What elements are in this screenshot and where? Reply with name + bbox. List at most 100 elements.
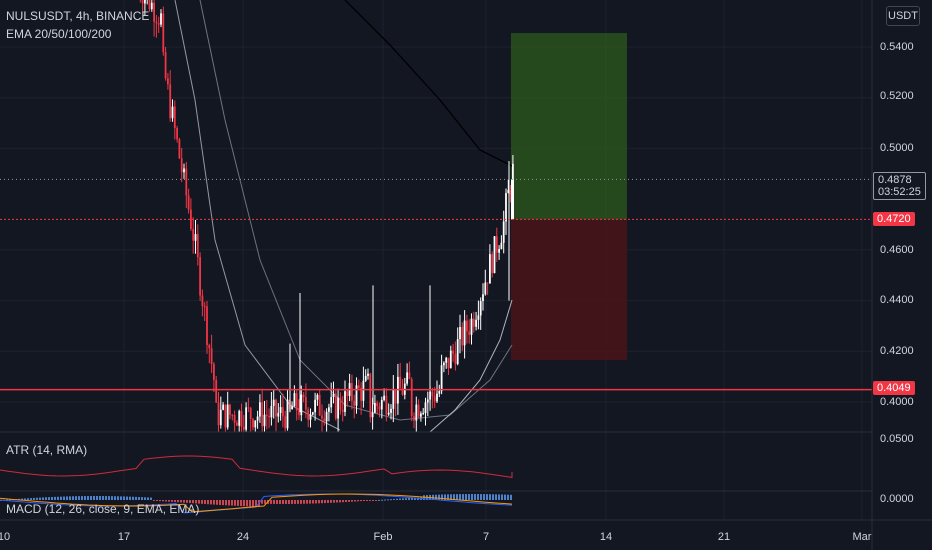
macd-bar (114, 496, 116, 500)
macd-bar (384, 499, 386, 501)
indicator-legend[interactable]: EMA 20/50/100/200 (6, 27, 112, 41)
symbol-title[interactable]: NULSUSDT, 4h, BINANCE (6, 9, 150, 23)
candle-body (491, 254, 494, 274)
candle-body (185, 168, 188, 196)
candle-body (369, 373, 372, 418)
candle-body (360, 387, 362, 401)
candle-body (401, 388, 404, 395)
candle-body (447, 357, 450, 369)
candle-body (415, 404, 418, 421)
candle-body (470, 318, 473, 335)
candle-body (265, 414, 268, 416)
macd-bar (288, 500, 290, 504)
candle-body (259, 402, 261, 417)
macd-bar (132, 496, 134, 500)
macd-bar (414, 497, 416, 500)
macd-bar (366, 500, 368, 501)
candle-body (192, 228, 195, 241)
candle-body (171, 106, 174, 119)
candle-body (309, 414, 312, 420)
candle-body (167, 78, 169, 85)
candle-body (353, 400, 356, 406)
macd-bar (117, 496, 119, 500)
macd-bar (78, 496, 80, 500)
macd-bar (264, 500, 266, 504)
macd-bar (177, 500, 179, 503)
candle-body (305, 397, 307, 410)
candle-body (196, 234, 199, 258)
macd-bar (309, 500, 311, 504)
candle-body (330, 397, 333, 408)
macd-bar (93, 496, 95, 500)
macd-bar (138, 497, 140, 500)
candle-body (452, 350, 454, 354)
macd-bar (285, 500, 287, 504)
candle-body (180, 158, 183, 173)
macd-bar (381, 499, 383, 501)
candle-body (443, 362, 445, 366)
macd-bar (279, 500, 281, 504)
macd-bar (369, 500, 371, 501)
currency-scale-button[interactable]: USDT (886, 6, 920, 26)
macd-bar (462, 494, 464, 500)
macd-bar (102, 496, 104, 500)
macd-bar (300, 500, 302, 504)
candle-body (295, 393, 298, 411)
candle-body (219, 409, 222, 426)
candle-body (245, 407, 247, 430)
macd-bar (294, 500, 296, 504)
candle-body (298, 410, 300, 416)
ema-line (199, 0, 513, 421)
candle-body (390, 408, 392, 413)
macd-bar (105, 496, 107, 500)
candle-body (206, 306, 208, 345)
macd-legend[interactable]: MACD (12, 26, close, 9, EMA, EMA) (6, 502, 200, 516)
candle-body (440, 365, 443, 392)
candle-body (433, 396, 436, 402)
candle-body (153, 2, 155, 22)
candle-body (144, 0, 146, 4)
candle-body (314, 399, 316, 413)
macd-bar (246, 500, 248, 507)
macd-bar (270, 500, 272, 504)
macd-bar (234, 500, 236, 506)
candle-body (500, 242, 503, 249)
candle-body (357, 385, 360, 388)
macd-bar (345, 500, 347, 503)
candle-body (511, 179, 514, 220)
price-tick: 0.5400 (880, 41, 914, 53)
macd-bar (333, 500, 335, 503)
macd-bar (21, 498, 23, 500)
candle-body (456, 339, 459, 365)
candle-body (399, 376, 402, 389)
price-tick: 0.4200 (880, 345, 914, 357)
macd-bar (36, 497, 38, 500)
macd-bar (126, 496, 128, 500)
candle-body (261, 402, 264, 427)
support-level-badge: 0.4049 (873, 381, 915, 395)
candle-body (468, 331, 471, 335)
macd-bar (141, 497, 143, 500)
bar-countdown: 03:52:25 (878, 186, 921, 198)
macd-bar (339, 500, 341, 503)
candle-body (318, 394, 321, 416)
price-tick: 0.5000 (880, 142, 914, 154)
macd-bar (240, 500, 242, 507)
atr-legend[interactable]: ATR (14, RMA) (6, 443, 88, 457)
candle-body (438, 391, 441, 394)
macd-bar (477, 494, 479, 500)
candle-body (316, 394, 319, 400)
candle-body (150, 2, 153, 10)
macd-tick: 0.0000 (880, 493, 914, 505)
macd-bar (42, 497, 44, 500)
macd-bar (297, 500, 299, 504)
candle-body (199, 257, 201, 296)
macd-bar (159, 500, 161, 502)
macd-bar (63, 496, 65, 500)
macd-bar (108, 496, 110, 500)
macd-bar (165, 500, 167, 502)
candle-body (392, 389, 395, 409)
macd-bar (438, 494, 440, 500)
macd-bar (327, 500, 329, 503)
